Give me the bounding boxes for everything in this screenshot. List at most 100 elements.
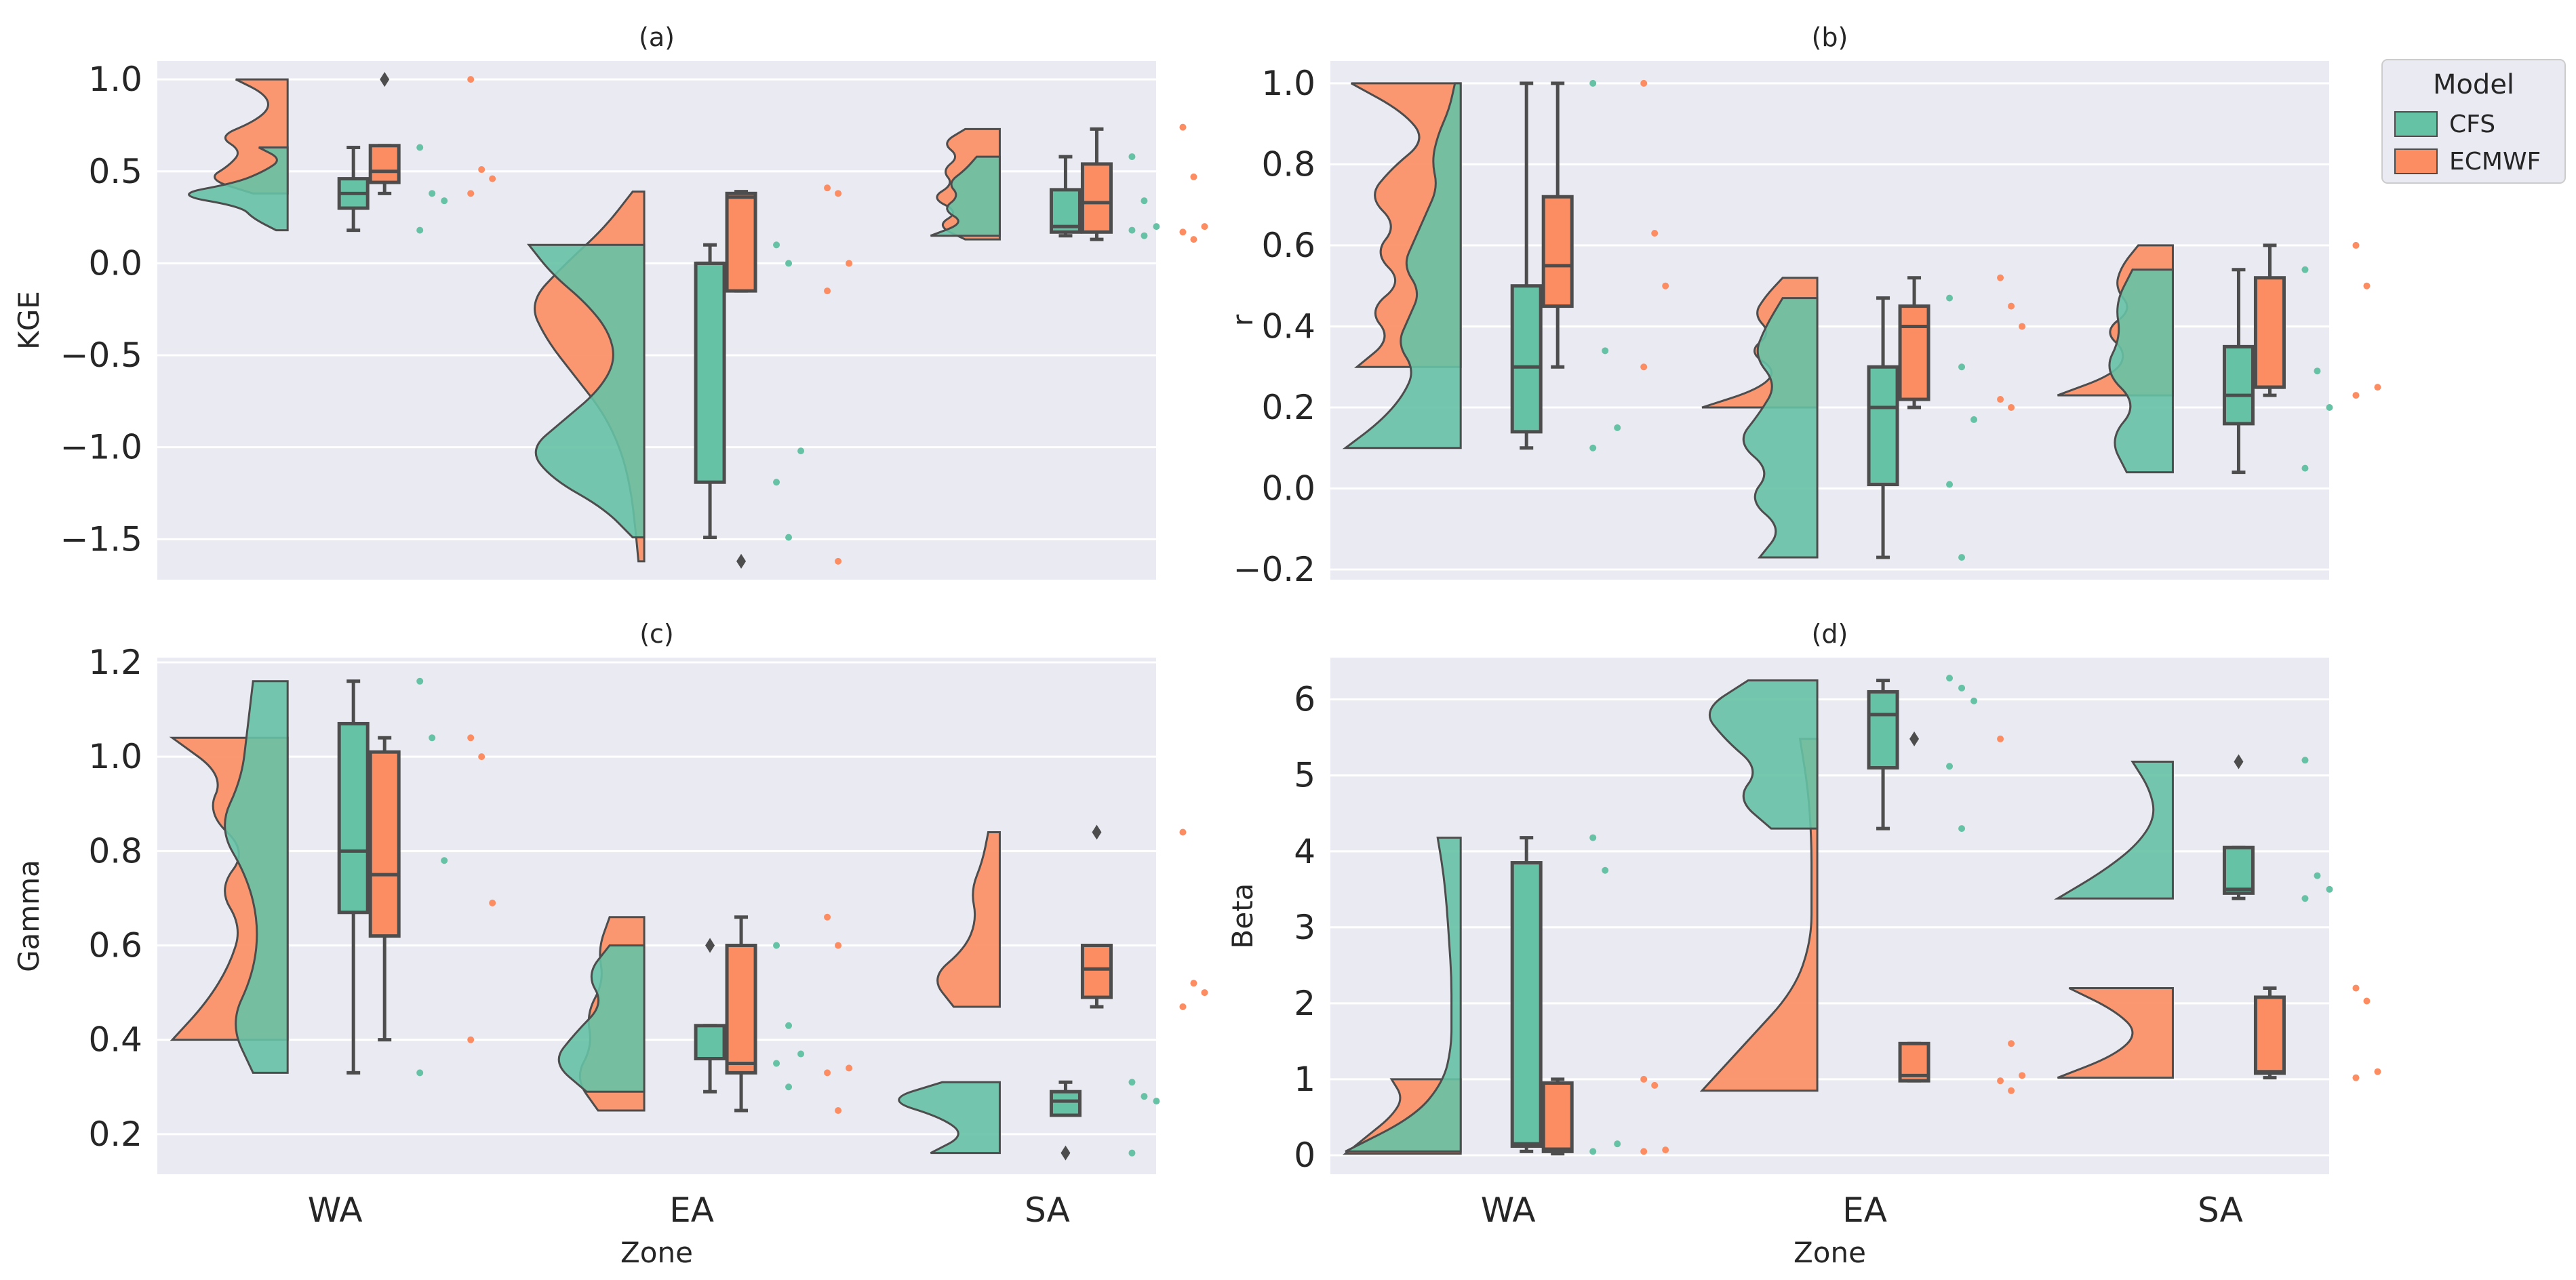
cfs-point xyxy=(1946,481,1954,488)
ecmwf-point xyxy=(467,1036,475,1043)
ecmwf-point xyxy=(1640,1075,1648,1083)
ecmwf-point xyxy=(1190,980,1197,987)
panel-title: (a) xyxy=(639,22,675,52)
cfs-half-violin xyxy=(224,680,289,1074)
ecmwf-box xyxy=(1080,943,1113,999)
ecmwf-point xyxy=(489,175,496,182)
group-EA xyxy=(526,184,853,569)
cfs-point xyxy=(785,1083,793,1091)
cfs-point xyxy=(441,197,448,205)
ecmwf-point xyxy=(1190,173,1197,180)
cfs-outlier xyxy=(1061,1145,1071,1161)
y-tick-label: 0.0 xyxy=(1261,469,1315,508)
panel-b: 1.0 0.8 0.6 0.4 0.2 0.0 −0.2 (b) r xyxy=(1226,22,2381,589)
ecmwf-point xyxy=(2019,1072,2026,1079)
cfs-point xyxy=(1946,294,1954,302)
ecmwf-point xyxy=(1179,123,1187,131)
ecmwf-point xyxy=(2019,323,2026,330)
cfs-point xyxy=(1589,79,1597,87)
cfs-box xyxy=(1867,365,1899,487)
ecmwf-point xyxy=(846,260,853,267)
cfs-point xyxy=(2301,266,2309,273)
cfs-point xyxy=(1614,424,1621,431)
ecmwf-point xyxy=(846,1064,853,1072)
ecmwf-outlier xyxy=(736,553,747,569)
plot-area xyxy=(157,61,1156,580)
y-tick-label: 1.0 xyxy=(88,60,142,99)
x-tick-label: EA xyxy=(1842,1191,1887,1230)
y-axis-label: Beta xyxy=(1226,883,1259,949)
y-tick-label: 1.0 xyxy=(88,737,142,776)
y-axis-label: r xyxy=(1226,314,1259,326)
panel-title: (b) xyxy=(1812,22,1848,52)
ecmwf-point xyxy=(1190,236,1197,243)
group-EA xyxy=(557,913,853,1115)
cfs-point xyxy=(429,190,436,197)
ecmwf-point xyxy=(2008,302,2015,310)
cfs-point xyxy=(1946,763,1954,770)
y-tick-label: 0.6 xyxy=(88,925,142,965)
cfs-half-violin xyxy=(188,146,289,232)
cfs-point xyxy=(1970,416,1978,423)
cfs-point xyxy=(416,677,424,685)
ecmwf-point xyxy=(1662,282,1669,289)
cfs-half-violin xyxy=(930,155,1001,237)
cfs-box xyxy=(337,721,370,915)
y-tick-label: 2 xyxy=(1294,984,1315,1023)
cfs-point xyxy=(1958,825,1966,833)
ecmwf-box xyxy=(725,191,757,293)
legend-label-ecmwf: ECMWF xyxy=(2449,148,2541,176)
cfs-point xyxy=(416,144,424,151)
legend-label-cfs: CFS xyxy=(2449,111,2495,138)
y-tick-label: 0.4 xyxy=(88,1020,142,1060)
cfs-point xyxy=(1946,675,1954,682)
ecmwf-point xyxy=(824,184,831,192)
ecmwf-point xyxy=(835,942,842,949)
cfs-point xyxy=(416,226,424,234)
y-axis-label: KGE xyxy=(12,291,45,350)
y-tick-label: −0.2 xyxy=(1233,550,1315,589)
cfs-point xyxy=(2301,464,2309,472)
ecmwf-point xyxy=(824,287,831,295)
cfs-point xyxy=(2326,885,2333,893)
cfs-half-violin xyxy=(1342,82,1462,449)
panel-a: 1.0 0.5 0.0 −0.5 −1.0 −1.5 (a) KGE xyxy=(12,22,1208,580)
ecmwf-point xyxy=(1201,223,1208,231)
y-tick-label: −0.5 xyxy=(60,336,142,375)
ecmwf-point xyxy=(1997,274,2004,281)
group-SA xyxy=(2053,754,2381,1081)
cfs-point xyxy=(2301,895,2309,902)
cfs-point xyxy=(1153,223,1160,231)
ecmwf-point xyxy=(2008,1040,2015,1047)
plot-area xyxy=(1330,658,2329,1174)
cfs-point xyxy=(1970,697,1978,704)
ecmwf-point xyxy=(1651,230,1659,237)
cfs-outlier xyxy=(705,938,715,953)
cfs-point xyxy=(785,1022,793,1029)
cfs-point xyxy=(429,734,436,742)
y-tick-label: 0.4 xyxy=(1261,306,1315,346)
ecmwf-point xyxy=(2374,1068,2381,1075)
ecmwf-half-violin xyxy=(2057,986,2174,1079)
cfs-point xyxy=(785,260,793,267)
y-tick-label: 0.8 xyxy=(88,831,142,871)
y-tick-label: 3 xyxy=(1294,908,1315,947)
x-axis-label: Zone xyxy=(1794,1236,1866,1269)
ecmwf-point xyxy=(835,1107,842,1115)
cfs-half-violin xyxy=(1742,297,1819,559)
cfs-box xyxy=(694,1024,726,1061)
cfs-half-violin xyxy=(1345,837,1462,1153)
ecmwf-box xyxy=(1541,195,1574,308)
cfs-point xyxy=(1614,1140,1621,1148)
cfs-point xyxy=(1958,684,1966,692)
ecmwf-point xyxy=(2363,997,2371,1005)
ecmwf-point xyxy=(1997,735,2004,742)
group-SA xyxy=(930,123,1208,243)
ecmwf-box xyxy=(2253,276,2286,389)
ecmwf-point xyxy=(1640,1148,1648,1155)
cfs-point xyxy=(416,1069,424,1077)
cfs-point xyxy=(1602,866,1609,874)
ecmwf-point xyxy=(1997,1077,2004,1085)
ecmwf-half-violin xyxy=(936,831,1001,1008)
legend-swatch-cfs xyxy=(2394,111,2438,137)
